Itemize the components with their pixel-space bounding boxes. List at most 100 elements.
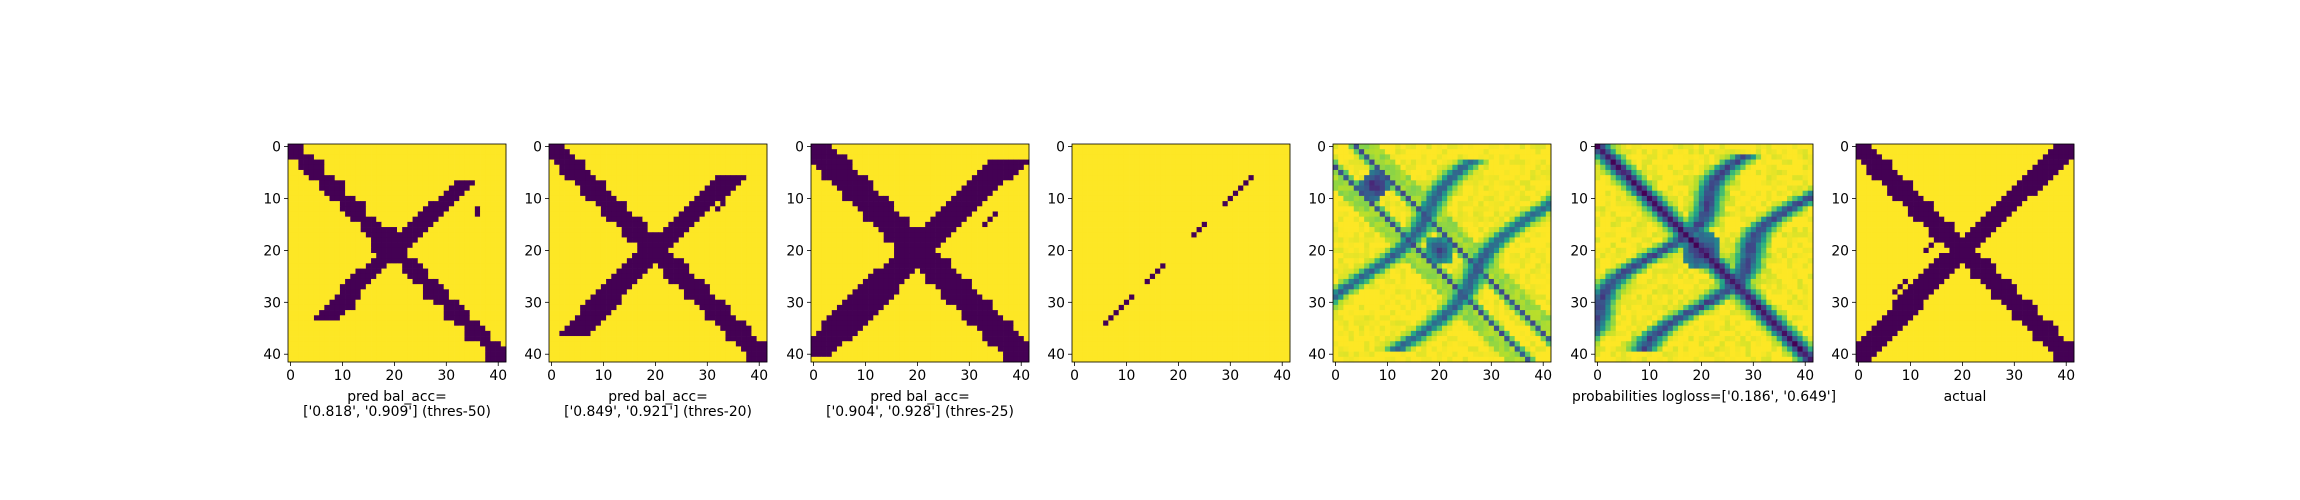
heatmap-cell [585,232,591,238]
heatmap-cell [868,294,874,301]
heatmap-cell [500,320,507,327]
heatmap-cell [564,175,571,181]
heatmap-cell [559,221,565,228]
heatmap-cell [339,144,346,150]
heatmap-cell [480,310,486,316]
heatmap-cell [569,336,576,342]
heatmap-cell [836,289,843,295]
heatmap-cell [485,320,491,327]
heatmap-cell [313,351,320,358]
heatmap-cell [313,149,320,155]
heatmap-cell [878,284,885,290]
heatmap-cell [658,206,664,212]
heatmap-cell [371,299,377,306]
heatmap-cell [428,341,434,347]
heatmap-cell [448,242,455,249]
heatmap-cell [945,232,952,238]
heatmap-cell [735,315,742,321]
heatmap-cell [345,273,351,280]
heatmap-cell [371,247,377,254]
heatmap-cell [816,216,822,223]
heatmap-cell [334,263,341,269]
heatmap-cell [756,258,763,264]
heatmap-cell [956,227,962,233]
heatmap-cell [376,325,382,332]
heatmap-cell [334,195,341,202]
heatmap-cell [852,175,859,181]
heatmap-cell [585,221,591,228]
heatmap-cell [402,227,408,233]
heatmap-cell [642,325,648,332]
heatmap-cell [704,289,711,295]
heatmap-cell [448,185,455,192]
heatmap-cell [412,320,419,327]
heatmap-cell [945,221,952,228]
heatmap-cell [945,273,952,280]
heatmap-cell [709,263,716,269]
heatmap-cell [402,164,408,171]
heatmap-cell [559,154,565,160]
heatmap-cell [454,341,460,347]
heatmap-cell [678,237,685,243]
heatmap-cell [334,206,341,212]
heatmap-cell [313,253,320,259]
heatmap-cell [554,336,560,342]
heatmap-cell [559,263,565,269]
heatmap-cell [459,273,465,280]
heatmap-cell [715,149,721,155]
heatmap-cell [438,330,445,337]
heatmap-cell [652,190,659,197]
heatmap-cell [329,299,336,306]
heatmap-cell [474,289,481,295]
heatmap-cell [842,216,848,223]
heatmap-cell [464,263,471,269]
heatmap-cell [308,206,315,212]
heatmap-cell [1018,294,1025,301]
heatmap-cell [402,201,408,207]
heatmap-cell [987,310,994,316]
heatmap-cell [319,310,325,316]
heatmap-cell [741,346,747,352]
heatmap-cell [730,299,737,306]
heatmap-cell [485,253,491,259]
heatmap-cell [920,253,926,259]
heatmap-cell [862,180,869,186]
heatmap-cell [663,294,669,301]
heatmap-cell [459,310,465,316]
heatmap-cell [386,356,393,363]
heatmap-cell [360,263,367,269]
heatmap-cell [443,289,450,295]
heatmap-cell [935,144,942,150]
heatmap-cell [407,346,413,352]
heatmap-cell [433,247,439,254]
heatmap-cell [574,330,581,337]
heatmap-cell [925,175,931,181]
heatmap-cell [339,149,346,155]
heatmap-cell [1003,206,1009,212]
heatmap-cell [673,351,680,358]
heatmap-cell [1023,144,1030,150]
heatmap-cell [709,273,716,280]
heatmap-cell [940,206,947,212]
heatmap-cell [298,206,304,212]
heatmap-cell [756,149,763,155]
heatmap-cell [500,237,507,243]
heatmap-cell [951,237,957,243]
heatmap-cell [454,299,460,306]
heatmap-cell [977,211,983,218]
heatmap-cell [391,211,398,218]
heatmap-cell [448,221,455,228]
heatmap-cell [459,195,465,202]
heatmap-cell [381,149,387,155]
heatmap-cell [554,221,560,228]
heatmap-cell [376,211,382,218]
heatmap-cell [559,159,565,166]
heatmap-cell [329,149,336,155]
heatmap-cell [626,180,633,186]
heatmap-cell [735,341,742,347]
heatmap-cell [746,258,752,264]
heatmap-cell [313,216,320,223]
heatmap-cell [1003,149,1009,155]
heatmap-cell [920,149,926,155]
heatmap-cell [637,330,643,337]
